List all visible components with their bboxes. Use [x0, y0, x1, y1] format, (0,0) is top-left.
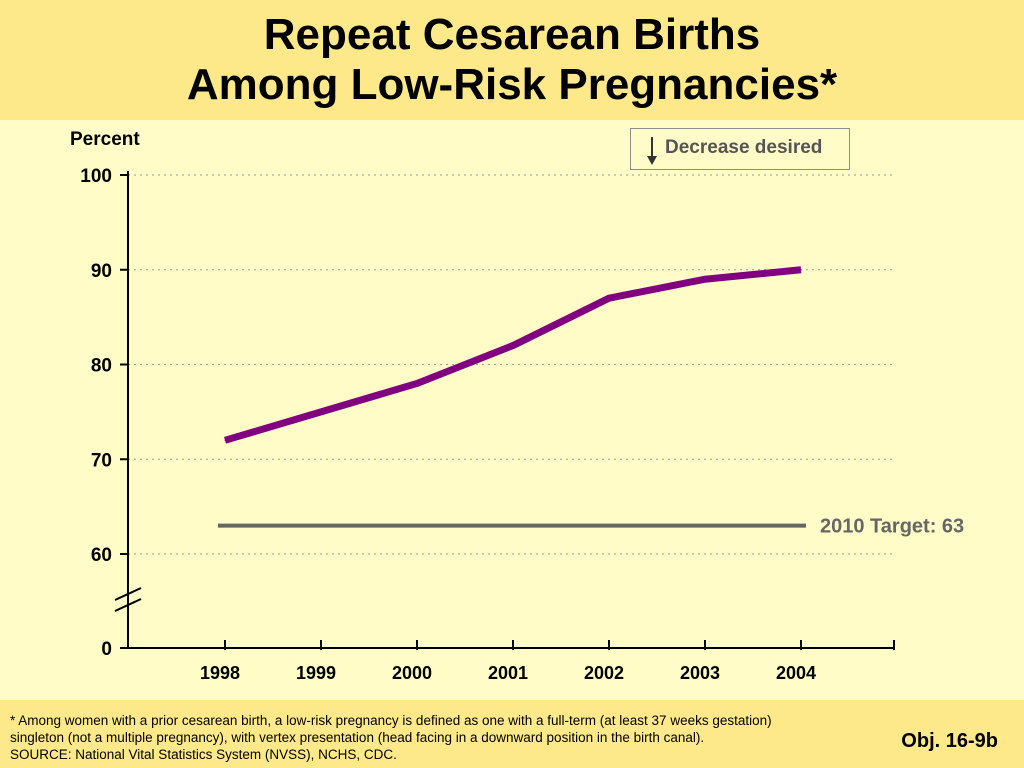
- footnote-line-1: * Among women with a prior cesarean birt…: [10, 713, 772, 728]
- series-line-0: [224, 266, 802, 444]
- data-point-2001: [512, 345, 514, 347]
- y-tick-label-0: 0: [101, 639, 112, 660]
- y-axis-label: Percent: [70, 129, 140, 150]
- x-tick-label-2000: 2000: [392, 663, 432, 683]
- footnote-source: SOURCE: National Vital Statistics System…: [10, 747, 397, 762]
- data-point-1998: [224, 439, 226, 441]
- chart-area: [0, 120, 1024, 700]
- x-tick-label-2003: 2003: [680, 663, 720, 683]
- y-tick-label-80: 80: [91, 356, 112, 377]
- down-arrow-icon: [647, 137, 657, 165]
- legend-box: Decrease desired: [630, 128, 850, 170]
- data-point-2004: [800, 269, 802, 271]
- axis-break-mark-2: [114, 598, 142, 612]
- footnote-line-2: singleton (not a multiple pregnancy), wi…: [10, 730, 705, 745]
- axis-break-mark-1: [114, 587, 142, 601]
- target-label: 2010 Target: 63: [820, 516, 964, 538]
- title-line-1: Repeat Cesarean Births: [263, 10, 761, 59]
- data-point-2002: [608, 297, 610, 299]
- footnote: * Among women with a prior cesarean birt…: [10, 712, 850, 763]
- legend-text: Decrease desired: [665, 137, 823, 158]
- x-tick-label-1999: 1999: [296, 663, 336, 683]
- y-tick-label-90: 90: [91, 261, 112, 282]
- header-band: [0, 0, 1024, 120]
- line-chart: 0 60 70 80 90 100 Percent 1998 1999 2000 2001 2002 2…: [70, 129, 964, 683]
- title-line-2: Among Low-Risk Pregnancies*: [186, 60, 838, 109]
- y-tick-label-100: 100: [80, 166, 112, 187]
- footer-band: [0, 700, 1024, 768]
- data-point-2003: [704, 278, 706, 280]
- data-point-2000: [416, 382, 418, 384]
- chart-title: Repeat Cesarean Births Among Low-Risk Pr…: [0, 10, 1024, 110]
- y-tick-label-70: 70: [91, 450, 112, 471]
- x-tick-label-2004: 2004: [776, 663, 816, 683]
- x-tick-label-2002: 2002: [584, 663, 624, 683]
- x-tick-label-2001: 2001: [488, 663, 528, 683]
- data-point-1999: [320, 411, 322, 413]
- objective-label: Obj. 16-9b: [901, 730, 998, 752]
- x-tick-label-1998: 1998: [200, 663, 240, 683]
- y-tick-label-60: 60: [91, 545, 112, 566]
